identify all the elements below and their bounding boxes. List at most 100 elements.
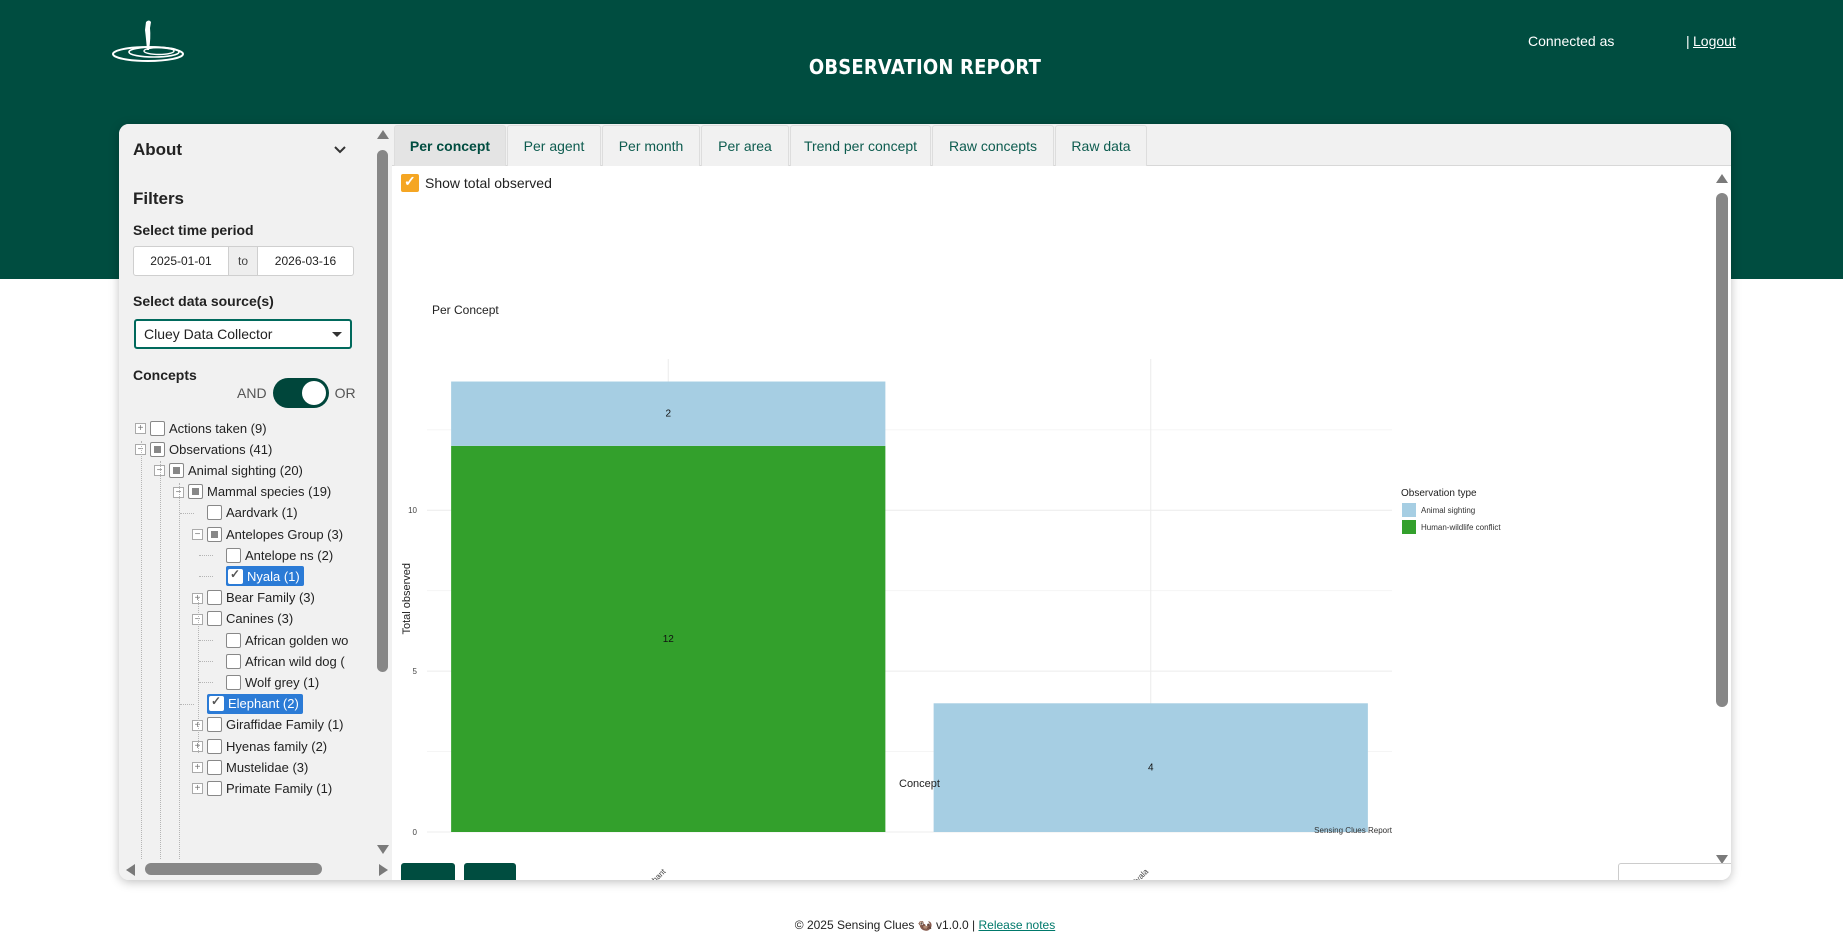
tab-per-month[interactable]: Per month [602,125,700,166]
tree-node[interactable]: Giraffidae Family (1) [207,715,344,735]
collapse-icon[interactable]: − [192,613,203,625]
tree-node[interactable]: Bear Family (3) [207,588,315,608]
scroll-thumb[interactable] [145,863,322,875]
tree-checkbox[interactable] [188,484,203,500]
scroll-up-arrow-icon[interactable] [377,130,389,139]
tab-trend-per-concept[interactable]: Trend per concept [790,125,931,166]
tree-node-label: Actions taken (9) [169,420,267,436]
show-total-checkbox[interactable] [401,173,419,192]
tree-node[interactable]: Mustelidae (3) [207,757,308,777]
data-source-select[interactable]: Cluey Data Collector [134,319,352,349]
and-or-toggle[interactable] [272,378,329,408]
tree-checkbox[interactable] [207,590,222,606]
tree-checkbox[interactable] [228,567,243,584]
sidebar-horizontal-scrollbar[interactable] [119,859,392,880]
tree-checkbox[interactable] [207,780,222,796]
tree-guide [198,679,199,743]
tree-node[interactable]: Aardvark (1) [207,503,298,523]
expand-icon[interactable]: + [135,423,146,434]
bar-segment [451,381,886,446]
export-button[interactable] [464,863,516,880]
tree-checkbox[interactable] [169,462,184,478]
sidebar: About Filters Select time period 2025-01… [119,124,392,880]
tree-checkbox[interactable] [209,694,224,712]
tree-checkbox[interactable] [150,441,165,457]
tree-checkbox[interactable] [226,674,241,690]
meerkat-logo-icon[interactable] [112,18,186,62]
tree-checkbox[interactable] [226,547,241,563]
collapse-icon[interactable]: − [173,486,184,498]
scroll-up-arrow-icon[interactable] [1716,174,1728,183]
filters-title: Filters [133,189,185,208]
tree-guide [141,441,142,861]
chevron-down-icon [334,146,346,154]
scroll-thumb[interactable] [1716,193,1728,707]
tree-checkbox[interactable] [207,759,222,775]
tree-checkbox[interactable] [226,632,241,648]
collapse-icon[interactable]: − [192,529,203,540]
tree-checkbox[interactable] [207,738,222,754]
show-total-option[interactable]: Show total observed [401,173,552,192]
tab-raw-concepts[interactable]: Raw concepts [932,125,1054,166]
tree-node[interactable]: Observations (41) [150,439,272,459]
tree-checkbox[interactable] [207,505,222,521]
tree-node[interactable]: Antelope ns (2) [226,545,333,565]
date-from-input[interactable]: 2025-01-01 [150,254,212,268]
tree-guide [160,461,161,861]
bar-value-label: 12 [663,634,675,645]
tree-node-label: Wolf grey (1) [245,674,320,690]
tab-raw-data[interactable]: Raw data [1055,125,1147,166]
search-input[interactable] [1618,863,1731,880]
meerkat-small-icon: 🦦 [917,918,933,932]
tree-node-label: Bear Family (3) [226,590,315,606]
tree-node[interactable]: Wolf grey (1) [226,672,319,692]
tree-node[interactable]: Animal sighting (20) [169,460,303,480]
tree-node[interactable]: Nyala (1) [226,566,304,587]
tab-per-concept[interactable]: Per concept [394,125,506,166]
tree-node[interactable]: Elephant (2) [207,693,303,714]
tab-per-area[interactable]: Per area [701,125,789,166]
scroll-thumb[interactable] [377,150,388,672]
expand-icon[interactable]: + [192,783,203,795]
about-toggle[interactable]: About [133,140,348,164]
tree-node[interactable]: African golden wo [226,630,348,650]
tree-node[interactable]: Hyenas family (2) [207,736,327,756]
tree-checkbox[interactable] [207,611,222,627]
scroll-right-arrow-icon[interactable] [379,864,388,876]
tree-checkbox[interactable] [207,717,222,733]
time-period-label: Select time period [133,222,254,238]
tree-node-label: Giraffidae Family (1) [226,717,344,733]
data-source-value: Cluey Data Collector [144,326,273,342]
expand-icon[interactable]: + [192,741,203,752]
expand-icon[interactable]: + [192,762,203,774]
main-vertical-scrollbar[interactable] [1713,170,1731,870]
tree-node[interactable]: African wild dog ( [226,651,345,671]
tree-node[interactable]: Antelopes Group (3) [207,524,343,544]
tree-node[interactable]: Canines (3) [207,609,293,629]
expand-icon[interactable]: + [192,719,203,731]
tree-node[interactable]: Primate Family (1) [207,778,332,798]
tree-checkbox[interactable] [207,526,222,542]
expand-icon[interactable]: + [192,592,203,604]
scroll-down-arrow-icon[interactable] [377,845,389,854]
main-panel: Per concept Per agent Per month Per area… [392,124,1731,880]
logout-link[interactable]: Logout [1693,33,1736,49]
collapse-icon[interactable]: − [154,465,165,477]
tree-node[interactable]: Actions taken (9) [150,418,267,438]
per-concept-chart: Per Concept 0 5 10 12 2 Elephant 4 Nyala Concept T… [401,303,1501,880]
legend-title: Observation type [1401,488,1477,499]
tab-per-agent[interactable]: Per agent [507,125,601,166]
tree-node[interactable]: Mammal species (19) [188,482,331,502]
scroll-down-arrow-icon[interactable] [1716,855,1728,864]
date-to-input[interactable]: 2026-03-16 [274,254,337,268]
download-button[interactable] [401,863,455,880]
tree-checkbox[interactable] [226,653,241,669]
release-notes-link[interactable]: Release notes [978,918,1056,932]
scroll-left-arrow-icon[interactable] [126,864,135,876]
concept-tree: + Actions taken (9) − Observations (41) − Ani… [119,411,392,861]
bar-segment [933,703,1368,832]
sidebar-vertical-scrollbar[interactable] [373,124,392,859]
or-label: OR [334,385,356,401]
tree-checkbox[interactable] [150,420,165,436]
collapse-icon[interactable]: − [135,444,146,456]
